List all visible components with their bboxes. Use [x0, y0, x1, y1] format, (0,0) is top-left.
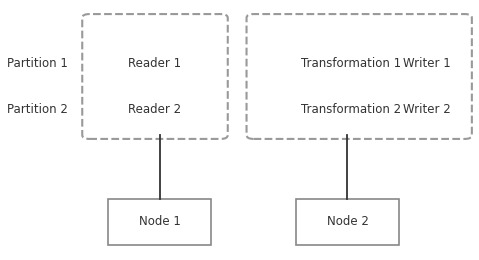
- Text: Partition 2: Partition 2: [7, 103, 68, 116]
- Text: Partition 1: Partition 1: [7, 57, 68, 70]
- Text: Node 1: Node 1: [139, 215, 181, 228]
- Text: Node 2: Node 2: [327, 215, 368, 228]
- Bar: [108, 199, 211, 245]
- Text: Reader 2: Reader 2: [128, 103, 182, 116]
- Bar: [296, 199, 399, 245]
- Text: Reader 1: Reader 1: [128, 57, 182, 70]
- Text: Writer 1: Writer 1: [403, 57, 451, 70]
- Text: Writer 2: Writer 2: [403, 103, 451, 116]
- Text: Transformation 1: Transformation 1: [300, 57, 400, 70]
- Text: Transformation 2: Transformation 2: [300, 103, 400, 116]
